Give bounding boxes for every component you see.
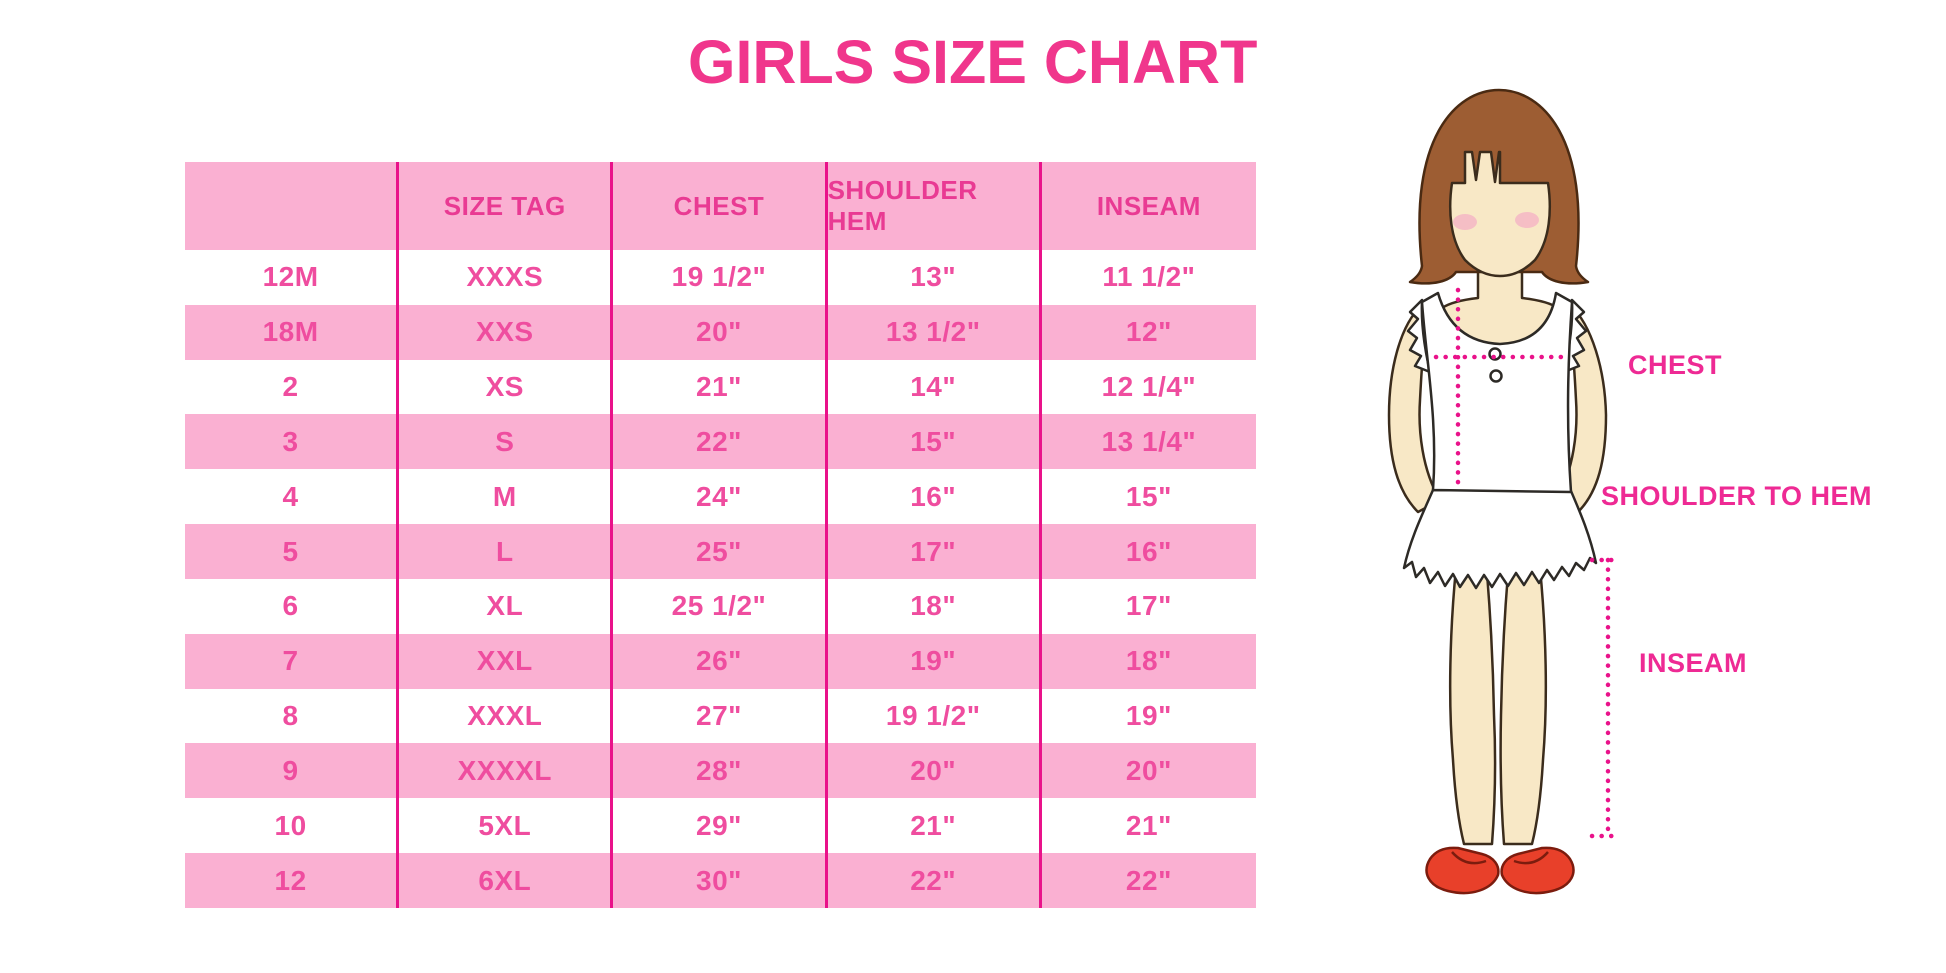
girl-blush — [1453, 212, 1539, 230]
table-cell: 27" — [613, 688, 828, 744]
girl-figure-illustration — [1387, 88, 1621, 895]
table-cell: 18" — [1125, 645, 1172, 677]
header-cell: INSEAM — [1096, 190, 1201, 221]
table-row: 12M XXXS 19 1/2" 13" 11 1/2" — [185, 250, 1256, 305]
girl-buttons — [1488, 347, 1503, 383]
inseam-label: INSEAM — [1639, 648, 1748, 678]
table-row: 12 6XL 30" 22" 22" — [185, 853, 1256, 908]
table-cell: 5XL — [399, 798, 614, 854]
table-cell: 21" — [1125, 809, 1172, 841]
size-table: SIZE TAG CHEST SHOULDER HEM INSEAM 12M XXXS 1… — [185, 162, 1256, 908]
table-cell: 20" — [1125, 754, 1172, 786]
table-cell: XXXL — [399, 688, 614, 744]
table-cell: 4 — [185, 469, 400, 525]
table-cell: 5 — [185, 524, 400, 579]
table-row: 3 S 22" 15" 13 1/4" — [185, 414, 1256, 470]
table-cell: 17" — [1125, 590, 1172, 622]
page-title: GIRLS SIZE CHART — [688, 28, 1258, 96]
table-cell: 22" — [613, 414, 828, 470]
table-cell: 21" — [828, 798, 1042, 854]
table-cell: XXS — [399, 304, 614, 360]
table-row: 5 L 25" 17" 16" — [185, 524, 1256, 579]
table-cell: XXXS — [399, 250, 614, 305]
table-cell: 21" — [613, 359, 828, 415]
girl-shoes — [1425, 846, 1575, 895]
table-cell: 19 1/2" — [828, 688, 1042, 744]
table-cell: 25" — [613, 524, 828, 579]
shoulder-to-hem-label: SHOULDER TO HEM — [1601, 481, 1873, 511]
table-cell: 18" — [828, 578, 1042, 634]
table-cell: 12M — [185, 250, 400, 305]
table-cell: 25 1/2" — [613, 578, 828, 634]
table-row: 4 M 24" 16" 15" — [185, 469, 1256, 525]
table-cell: 28" — [613, 743, 828, 799]
table-cell: XS — [399, 359, 614, 415]
girl-legs — [1448, 566, 1548, 846]
table-cell: 7 — [185, 633, 400, 689]
table-cell: 8 — [185, 688, 400, 744]
header-cell: CHEST — [613, 162, 828, 250]
table-cell: 17" — [828, 524, 1042, 579]
table-cell: M — [399, 469, 614, 525]
header-cell: SHOULDER HEM — [828, 162, 1042, 250]
table-cell: 9 — [185, 743, 400, 799]
table-cell: 11 1/2" — [1102, 261, 1196, 293]
table-cell: 13" — [828, 250, 1042, 305]
girl-skirt — [1402, 488, 1598, 590]
table-cell: 19" — [1125, 700, 1172, 732]
header-cell — [185, 162, 400, 250]
table-cell: 22" — [1125, 864, 1172, 896]
table-header-row: SIZE TAG CHEST SHOULDER HEM INSEAM — [185, 162, 1256, 250]
table-cell: 13 1/4" — [1101, 425, 1197, 457]
table-cell: S — [399, 414, 614, 470]
table-row: 18M XXS 20" 13 1/2" 12" — [185, 304, 1256, 360]
table-cell: 19 1/2" — [613, 250, 828, 305]
table-cell: 6 — [185, 578, 400, 634]
table-cell: 12 — [185, 853, 400, 908]
table-cell: 20" — [613, 304, 828, 360]
table-row: 7 XXL 26" 19" 18" — [185, 633, 1256, 689]
table-cell: 13 1/2" — [828, 304, 1042, 360]
table-cell: 16" — [1125, 535, 1172, 567]
table-row: 8 XXXL 27" 19 1/2" 19" — [185, 688, 1256, 744]
table-cell: 15" — [828, 414, 1042, 470]
table-cell: 30" — [613, 853, 828, 908]
table-row: 9 XXXXL 28" 20" 20" — [185, 743, 1256, 799]
table-cell: 14" — [828, 359, 1042, 415]
table-cell: 19" — [828, 633, 1042, 689]
table-cell: 12" — [1125, 316, 1172, 348]
table-cell: 15" — [1125, 480, 1172, 512]
table-cell: 6XL — [399, 853, 614, 908]
girl-face — [1448, 150, 1552, 278]
table-row: 6 XL 25 1/2" 18" 17" — [185, 578, 1256, 634]
table-cell: XXL — [399, 633, 614, 689]
table-cell: 10 — [185, 798, 400, 854]
table-cell: XL — [399, 578, 614, 634]
table-cell: 26" — [613, 633, 828, 689]
header-cell: SIZE TAG — [399, 162, 614, 250]
table-cell: 29" — [613, 798, 828, 854]
table-cell: L — [399, 524, 614, 579]
table-cell: 3 — [185, 414, 400, 470]
chest-label: CHEST — [1628, 350, 1723, 380]
table-cell: 20" — [828, 743, 1042, 799]
table-row: 10 5XL 29" 21" 21" — [185, 798, 1256, 854]
table-cell: 16" — [828, 469, 1042, 525]
table-cell: XXXXL — [399, 743, 614, 799]
table-cell: 12 1/4" — [1101, 371, 1197, 403]
table-cell: 2 — [185, 359, 400, 415]
table-cell: 22" — [828, 853, 1042, 908]
table-cell: 18M — [185, 304, 400, 360]
table-row: 2 XS 21" 14" 12 1/4" — [185, 359, 1256, 415]
table-cell: 24" — [613, 469, 828, 525]
